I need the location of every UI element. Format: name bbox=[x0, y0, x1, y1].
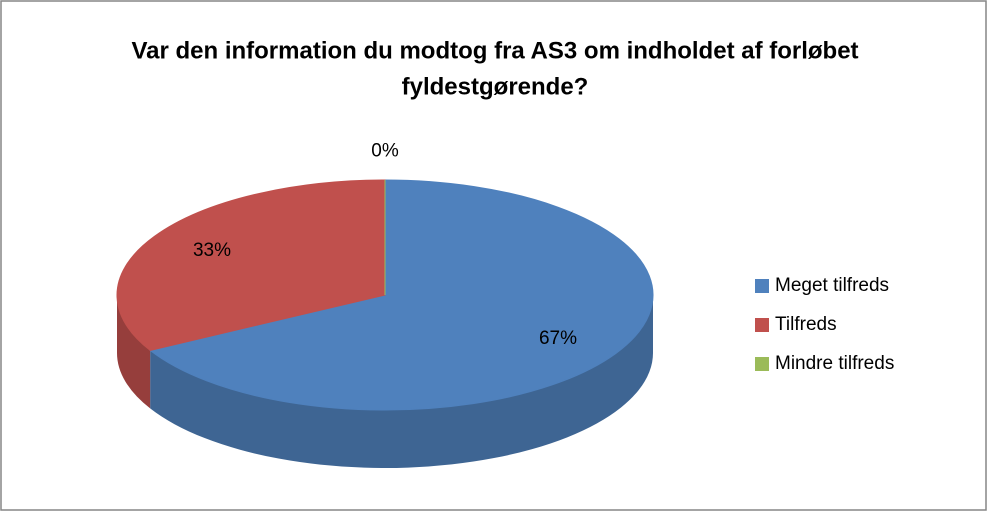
legend-swatch bbox=[755, 318, 769, 332]
pie-side bbox=[117, 295, 151, 409]
legend-label: Mindre tilfreds bbox=[775, 353, 894, 374]
pie-slice bbox=[116, 179, 386, 351]
data-label: 0% bbox=[371, 140, 399, 161]
data-label: 33% bbox=[193, 240, 231, 261]
pie-side bbox=[150, 295, 653, 468]
legend-swatch bbox=[755, 357, 769, 371]
legend-swatch bbox=[755, 279, 769, 293]
pie-slice bbox=[149, 179, 654, 411]
chart-title: fyldestgørende? bbox=[402, 73, 589, 100]
data-label: 67% bbox=[539, 328, 577, 349]
chart-title: Var den information du modtog fra AS3 om… bbox=[131, 37, 858, 64]
legend-label: Tilfreds bbox=[775, 314, 837, 335]
legend-label: Meget tilfreds bbox=[775, 275, 889, 296]
